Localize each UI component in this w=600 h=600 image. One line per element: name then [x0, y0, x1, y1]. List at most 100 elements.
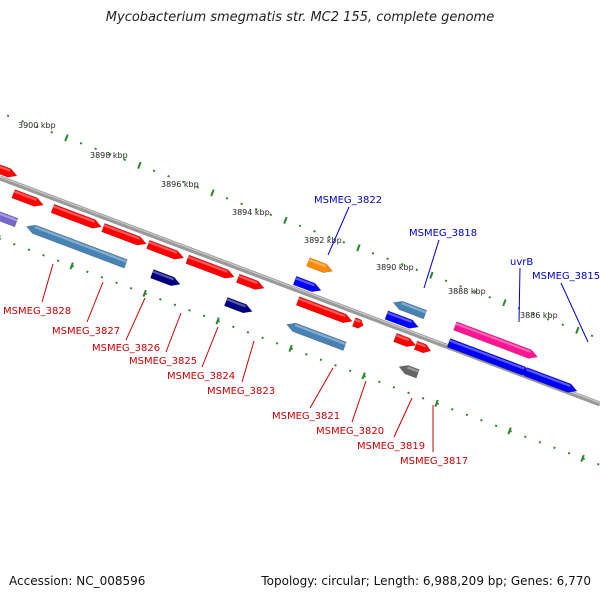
gene-label[interactable]: MSMEG_3815 [532, 271, 600, 282]
tick-mark [188, 309, 191, 312]
gene-arrow[interactable] [50, 203, 103, 231]
gene-highlight [308, 258, 327, 268]
gene-arrow[interactable] [150, 269, 181, 289]
gene-arrow[interactable] [0, 158, 18, 180]
leader-line [518, 267, 521, 323]
gene-MSMEG_3817[interactable] [397, 363, 420, 379]
gene-label[interactable]: MSMEG_3818 [409, 228, 477, 239]
gene-label[interactable]: MSMEG_3821 [272, 411, 340, 422]
tick-mark [6, 114, 10, 118]
gene-arrow[interactable] [292, 275, 322, 294]
gene-arrow[interactable] [285, 320, 347, 351]
gene-MSMEG_3826-a[interactable] [50, 203, 103, 231]
gene-arrow[interactable] [306, 257, 335, 276]
gene-MSMEG_3821-b[interactable] [351, 317, 365, 330]
gene-MSMEG_3825-rna[interactable] [150, 269, 181, 289]
gene-highlight [226, 298, 246, 308]
gene-arrow[interactable] [453, 321, 539, 361]
gene-MSMEG_3822[interactable] [306, 257, 335, 276]
gene-label[interactable]: MSMEG_3824 [167, 371, 235, 382]
gene-arrow[interactable] [101, 222, 148, 248]
tick-mark [225, 197, 229, 200]
gene-MSMEG_3828-b[interactable] [0, 206, 19, 228]
tick-mark [167, 175, 170, 178]
gene-label[interactable]: MSMEG_3825 [129, 356, 197, 367]
leader-line [309, 367, 334, 409]
gene-arrow[interactable] [25, 222, 128, 269]
gene-MSMEG_3824[interactable] [185, 254, 236, 281]
gene-arrow[interactable] [523, 367, 579, 395]
gene-MSMEG_3818-b[interactable] [384, 310, 420, 331]
gene-MSMEG_3819-a[interactable] [393, 332, 418, 349]
gene-MSMEG_3815[interactable] [523, 367, 579, 395]
gene-arrow[interactable] [392, 298, 428, 320]
tick-mark [246, 331, 250, 334]
gene-MSMEG_3821[interactable] [295, 296, 353, 326]
tick-mark [181, 180, 185, 184]
gene-MSMEG_3820[interactable] [285, 320, 347, 351]
gene-MSMEG_3827[interactable] [25, 222, 128, 269]
gene-MSMEG_3828-a[interactable] [11, 189, 45, 209]
map-title: Mycobacterium smegmatis str. MC2 155, co… [105, 10, 495, 25]
tick-mark [196, 186, 200, 189]
tick-mark [288, 344, 293, 352]
gene-arrow[interactable] [235, 273, 265, 292]
gene-highlight [34, 226, 128, 263]
tick-mark [313, 230, 316, 233]
gene-label[interactable]: MSMEG_3820 [316, 426, 384, 437]
gene-label[interactable]: MSMEG_3817 [400, 456, 468, 467]
gene-MSMEG_3825[interactable] [146, 239, 185, 262]
gene-uvrB-b[interactable] [446, 338, 533, 378]
gene-arrow[interactable] [351, 317, 365, 330]
gene-highlight [401, 302, 427, 314]
gene-MSMEG_3823-a[interactable] [235, 273, 265, 292]
gene-MSMEG_3818[interactable] [392, 298, 428, 320]
gene-arrow[interactable] [146, 239, 185, 262]
gene-arrow[interactable] [223, 296, 253, 315]
gene-arrow[interactable] [295, 296, 353, 326]
gene-arrow[interactable] [11, 189, 45, 209]
tick-label: 3900 kbp [18, 121, 56, 130]
gene-highlight [238, 275, 258, 285]
tick-mark [94, 147, 97, 151]
gene-MSMEG_3828-top[interactable] [0, 158, 18, 180]
gene-label[interactable]: MSMEG_3822 [314, 195, 382, 206]
outer-major-ticks [64, 134, 580, 334]
gene-arrow[interactable] [413, 340, 432, 355]
leader-line [351, 380, 367, 423]
gene-label[interactable]: MSMEG_3828 [3, 306, 71, 317]
tick-label: 3886 kbp [520, 311, 558, 320]
gene-label[interactable]: MSMEG_3826 [92, 343, 160, 354]
tick-mark [561, 323, 565, 327]
leader-line [165, 312, 182, 353]
gene-arrow[interactable] [0, 206, 19, 228]
gene-arrow[interactable] [384, 310, 420, 331]
gene-arrow[interactable] [185, 254, 236, 281]
tick-mark [290, 347, 294, 351]
tick-mark [502, 299, 507, 307]
tick-mark [429, 271, 434, 279]
tick-label: 3898 kbp [90, 151, 128, 160]
gene-MSMEG_3819-b[interactable] [413, 340, 432, 355]
gene-arrow[interactable] [397, 363, 420, 379]
tick-mark [79, 142, 83, 145]
gene-MSMEG_3826-b[interactable] [101, 222, 148, 248]
gene-MSMEG_3822-b[interactable] [292, 275, 322, 294]
gene-arrow[interactable] [393, 332, 418, 349]
gene-label[interactable]: MSMEG_3823 [207, 386, 275, 397]
leader-line [393, 397, 413, 438]
tick-mark [56, 259, 60, 263]
leader-line [201, 326, 219, 368]
gene-label[interactable]: MSMEG_3819 [357, 441, 425, 452]
tick-label: 3892 kbp [304, 236, 342, 245]
tick-mark [261, 336, 264, 340]
tick-mark [269, 213, 273, 217]
gene-MSMEG_3823-rna[interactable] [223, 296, 253, 315]
gene-uvrB[interactable] [453, 321, 539, 361]
gene-label[interactable]: uvrB [510, 257, 533, 268]
tick-mark [50, 131, 54, 134]
inner-major-ticks [0, 235, 585, 462]
gene-label[interactable]: MSMEG_3827 [52, 326, 120, 337]
gene-highlight [103, 224, 140, 240]
tick-mark [421, 396, 425, 400]
